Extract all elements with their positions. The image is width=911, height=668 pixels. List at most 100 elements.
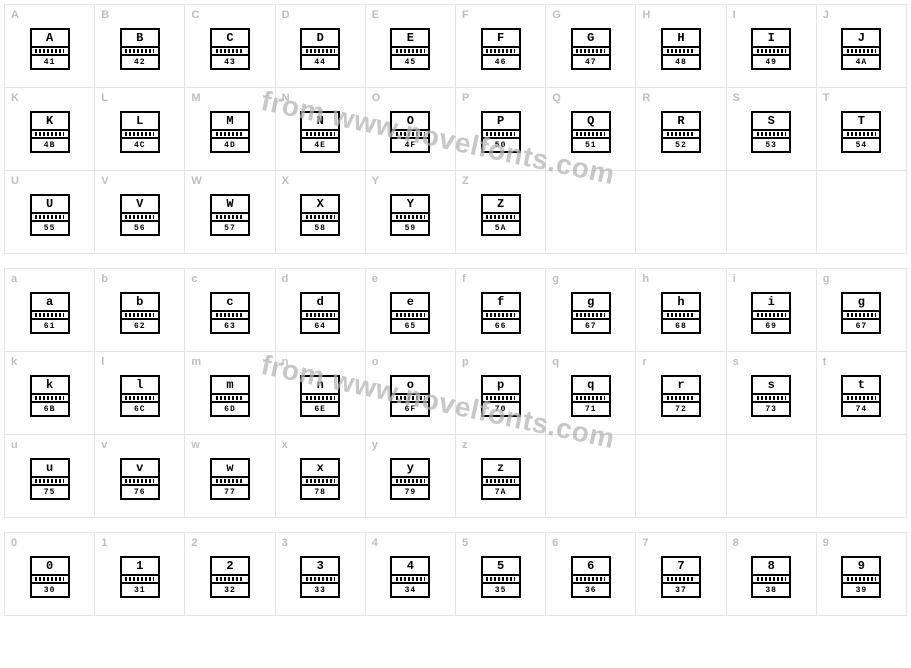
glyph-box: z7A bbox=[481, 458, 521, 500]
glyph-code: 46 bbox=[481, 56, 521, 70]
char-cell: 6636 bbox=[546, 533, 636, 616]
glyph-char: F bbox=[481, 28, 521, 48]
glyph-pattern bbox=[751, 312, 791, 320]
cell-label: N bbox=[282, 92, 290, 104]
cell-label: 8 bbox=[733, 537, 739, 549]
char-cell: L L4C bbox=[95, 88, 185, 171]
glyph-box: m6D bbox=[210, 375, 250, 417]
glyph-char: S bbox=[751, 111, 791, 131]
glyph-box: B42 bbox=[120, 28, 160, 70]
char-cell: VV 56 bbox=[95, 171, 185, 254]
glyph-pattern-inner bbox=[35, 215, 64, 219]
glyph-pattern bbox=[210, 312, 250, 320]
glyph-code: 77 bbox=[210, 486, 250, 500]
glyph-code: 31 bbox=[120, 584, 160, 598]
glyph-pattern-inner bbox=[396, 49, 425, 53]
char-cell: OO4F bbox=[366, 88, 456, 171]
glyph-pattern-inner bbox=[216, 215, 245, 219]
glyph-code: 47 bbox=[571, 56, 611, 70]
glyph-pattern-inner bbox=[125, 577, 154, 581]
glyph-code: 45 bbox=[390, 56, 430, 70]
glyph-pattern bbox=[30, 214, 70, 222]
glyph-code: 63 bbox=[210, 320, 250, 334]
glyph-char: Z bbox=[481, 194, 521, 214]
glyph-pattern bbox=[481, 214, 521, 222]
character-grid: aa61bb62cc63dd64ee65ff66gg67hh68ii69gg67… bbox=[4, 268, 907, 518]
glyph-char: U bbox=[30, 194, 70, 214]
cell-label: F bbox=[462, 9, 469, 21]
glyph-box: 030 bbox=[30, 556, 70, 598]
cell-label: T bbox=[823, 92, 830, 104]
glyph-pattern bbox=[661, 48, 701, 56]
glyph-code: 4E bbox=[300, 139, 340, 153]
glyph-box: 232 bbox=[210, 556, 250, 598]
cell-label: L bbox=[101, 92, 108, 104]
cell-label: 6 bbox=[552, 537, 558, 549]
glyph-pattern bbox=[120, 48, 160, 56]
char-cell: yy79 bbox=[366, 435, 456, 518]
char-cell: MM4D bbox=[185, 88, 275, 171]
glyph-code: 66 bbox=[481, 320, 521, 334]
glyph-char: P bbox=[481, 111, 521, 131]
cell-label: m bbox=[191, 356, 201, 368]
cell-label: Y bbox=[372, 175, 379, 187]
glyph-pattern bbox=[841, 131, 881, 139]
char-cell: rr72 bbox=[636, 352, 726, 435]
glyph-code: 73 bbox=[751, 403, 791, 417]
char-cell: ss73 bbox=[727, 352, 817, 435]
cell-label: f bbox=[462, 273, 466, 285]
glyph-pattern-inner bbox=[35, 479, 64, 483]
glyph-box: L4C bbox=[120, 111, 160, 153]
glyph-pattern-inner bbox=[667, 313, 696, 317]
glyph-pattern-inner bbox=[35, 396, 64, 400]
glyph-pattern-inner bbox=[486, 132, 515, 136]
glyph-pattern bbox=[390, 576, 430, 584]
glyph-box: 333 bbox=[300, 556, 340, 598]
glyph-char: d bbox=[300, 292, 340, 312]
glyph-char: 8 bbox=[751, 556, 791, 576]
glyph-pattern bbox=[661, 131, 701, 139]
glyph-char: 1 bbox=[120, 556, 160, 576]
glyph-pattern-inner bbox=[757, 49, 786, 53]
char-cell: FF 46 bbox=[456, 5, 546, 88]
glyph-char: s bbox=[751, 375, 791, 395]
glyph-box: c63 bbox=[210, 292, 250, 334]
glyph-pattern-inner bbox=[576, 49, 605, 53]
glyph-code: 75 bbox=[30, 486, 70, 500]
glyph-char: V bbox=[120, 194, 160, 214]
char-cell: RR52 bbox=[636, 88, 726, 171]
glyph-pattern bbox=[841, 576, 881, 584]
char-cell: SS53 bbox=[727, 88, 817, 171]
glyph-box: W57 bbox=[210, 194, 250, 236]
char-cell: qq71 bbox=[546, 352, 636, 435]
glyph-char: R bbox=[661, 111, 701, 131]
glyph-box: r72 bbox=[661, 375, 701, 417]
char-cell: NN 4E bbox=[276, 88, 366, 171]
glyph-box: T54 bbox=[841, 111, 881, 153]
glyph-box: 434 bbox=[390, 556, 430, 598]
glyph-box: 535 bbox=[481, 556, 521, 598]
glyph-pattern-inner bbox=[486, 313, 515, 317]
glyph-code: 56 bbox=[120, 222, 160, 236]
glyph-code: 6E bbox=[300, 403, 340, 417]
char-cell: vv76 bbox=[95, 435, 185, 518]
glyph-code: 30 bbox=[30, 584, 70, 598]
glyph-pattern bbox=[300, 576, 340, 584]
glyph-pattern bbox=[481, 395, 521, 403]
glyph-char: k bbox=[30, 375, 70, 395]
cell-label: V bbox=[101, 175, 108, 187]
glyph-pattern bbox=[390, 214, 430, 222]
glyph-char: q bbox=[571, 375, 611, 395]
char-cell: PP50 bbox=[456, 88, 546, 171]
glyph-pattern-inner bbox=[396, 215, 425, 219]
char-cell: HH48 bbox=[636, 5, 726, 88]
char-cell: CC43 bbox=[185, 5, 275, 88]
cell-label: g bbox=[823, 273, 830, 285]
glyph-code: 49 bbox=[751, 56, 791, 70]
glyph-char: i bbox=[751, 292, 791, 312]
glyph-pattern-inner bbox=[125, 313, 154, 317]
glyph-pattern bbox=[571, 48, 611, 56]
empty-cell bbox=[727, 435, 817, 518]
glyph-char: N bbox=[300, 111, 340, 131]
glyph-char: J bbox=[841, 28, 881, 48]
